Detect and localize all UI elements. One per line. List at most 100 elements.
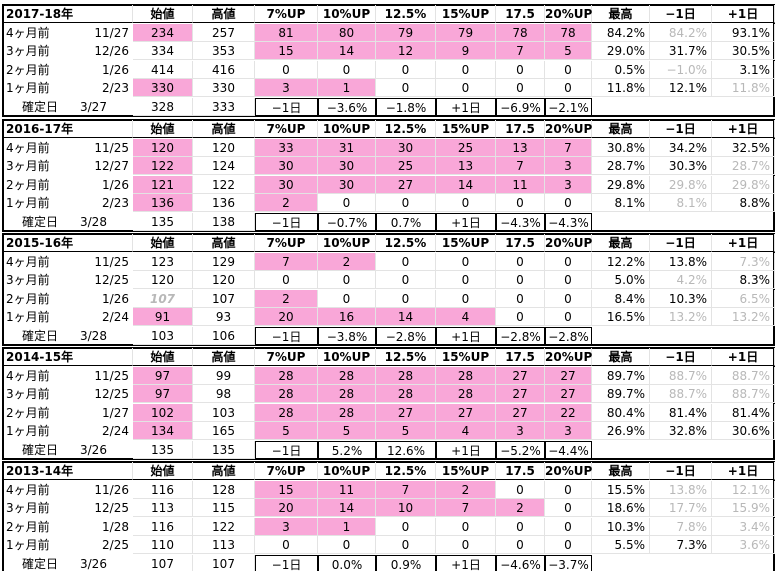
cell: 123 bbox=[133, 252, 193, 271]
cell: 330 bbox=[193, 79, 255, 97]
cell: 5 bbox=[318, 422, 376, 440]
cell: 84.2% bbox=[650, 23, 712, 42]
block-title: 2016-17年 bbox=[4, 120, 133, 138]
cell: 103 bbox=[193, 403, 255, 422]
row-date: 1/27 bbox=[102, 405, 129, 420]
cell: 15 bbox=[255, 42, 318, 60]
cell: 29.8% bbox=[712, 175, 775, 194]
column-header: 高値 bbox=[193, 462, 255, 480]
cell: 120 bbox=[133, 271, 193, 289]
cell: 333 bbox=[193, 97, 255, 116]
column-header: −1日 bbox=[650, 5, 712, 23]
cell: 30 bbox=[255, 175, 318, 194]
cell: 102 bbox=[133, 403, 193, 422]
cell: 0 bbox=[496, 289, 545, 308]
column-header: 10%UP bbox=[318, 462, 376, 480]
column-header: −1日 bbox=[650, 462, 712, 480]
cell: 27 bbox=[496, 385, 545, 403]
cell: 0 bbox=[376, 79, 436, 97]
cell: 8.4% bbox=[592, 289, 650, 308]
cell: 3 bbox=[496, 422, 545, 440]
cell: 0 bbox=[545, 289, 592, 308]
cell: 0 bbox=[496, 271, 545, 289]
column-header: +1日 bbox=[712, 234, 775, 252]
cell: 0 bbox=[436, 252, 496, 271]
row-label: 3ヶ月前 bbox=[6, 159, 50, 173]
cell: 5 bbox=[255, 422, 318, 440]
column-header: 高値 bbox=[193, 120, 255, 138]
cell: 0 bbox=[376, 517, 436, 536]
cell: 328 bbox=[133, 97, 193, 116]
cell: −6.9% bbox=[496, 97, 545, 116]
row-date: 2/25 bbox=[102, 538, 129, 552]
row-label: 確定日 bbox=[22, 99, 59, 114]
row-label: 1ヶ月前 bbox=[6, 424, 50, 438]
cell: −0.7% bbox=[318, 212, 376, 231]
cell: 80 bbox=[318, 23, 376, 42]
cell: 4 bbox=[436, 422, 496, 440]
cell: 17.7% bbox=[650, 499, 712, 517]
cell: 257 bbox=[193, 23, 255, 42]
cell: 0 bbox=[545, 79, 592, 97]
cell: −1日 bbox=[255, 440, 318, 459]
cell: 4 bbox=[436, 308, 496, 326]
row-label: 2ヶ月前 bbox=[6, 405, 50, 420]
cell: 0 bbox=[545, 308, 592, 326]
cell: 89.7% bbox=[592, 366, 650, 385]
row-label: 1ヶ月前 bbox=[6, 81, 50, 95]
row-label: 3ヶ月前 bbox=[6, 501, 50, 515]
column-header: 20%UP bbox=[545, 5, 593, 23]
cell: 30.5% bbox=[712, 42, 775, 60]
row-label: 3ヶ月前 bbox=[6, 44, 50, 58]
cell: 0.7% bbox=[376, 212, 436, 231]
cell: 0 bbox=[545, 60, 592, 79]
column-header: 20%UP bbox=[545, 234, 593, 252]
cell: 27 bbox=[496, 403, 545, 422]
cell: 116 bbox=[133, 480, 193, 499]
column-header: 15%UP bbox=[436, 234, 496, 252]
cell: 113 bbox=[193, 536, 255, 554]
row-date: 12/25 bbox=[94, 501, 129, 515]
cell: 3 bbox=[255, 517, 318, 536]
cell: 128 bbox=[193, 480, 255, 499]
cell: 0 bbox=[545, 271, 592, 289]
cell: 3 bbox=[545, 175, 592, 194]
row-label: 2ヶ月前 bbox=[6, 177, 50, 192]
cell: 28 bbox=[255, 366, 318, 385]
cell: 0 bbox=[376, 194, 436, 212]
cell: 0 bbox=[436, 289, 496, 308]
cell: 93.1% bbox=[712, 23, 775, 42]
column-header: 始値 bbox=[133, 348, 193, 366]
cell: 0 bbox=[545, 480, 592, 499]
column-header: 15%UP bbox=[436, 120, 496, 138]
cell: 107 bbox=[193, 554, 255, 571]
row-date: 3/26 bbox=[80, 556, 107, 571]
cell: 5.0% bbox=[592, 271, 650, 289]
cell: 31.7% bbox=[650, 42, 712, 60]
cell: 103 bbox=[133, 326, 193, 345]
cell: 78 bbox=[545, 23, 592, 42]
cell: 113 bbox=[133, 499, 193, 517]
cell: 414 bbox=[133, 60, 193, 79]
cell: 0 bbox=[496, 308, 545, 326]
cell: 107 bbox=[133, 289, 193, 308]
cell: 0 bbox=[436, 60, 496, 79]
cell: 93 bbox=[193, 308, 255, 326]
cell: 88.7% bbox=[650, 366, 712, 385]
cell: 0 bbox=[436, 194, 496, 212]
cell: −3.8% bbox=[318, 326, 376, 345]
column-header: 17.5 bbox=[496, 234, 545, 252]
row-date: 2/23 bbox=[102, 81, 129, 95]
cell: 30 bbox=[255, 157, 318, 175]
cell: 330 bbox=[133, 79, 193, 97]
cell: 27 bbox=[436, 403, 496, 422]
cell: 0 bbox=[496, 480, 545, 499]
cell: 120 bbox=[193, 138, 255, 157]
cell: 0 bbox=[436, 536, 496, 554]
cell: 15.9% bbox=[712, 499, 775, 517]
column-header: 最高 bbox=[592, 462, 650, 480]
column-header: 最高 bbox=[592, 120, 650, 138]
row-date: 1/28 bbox=[102, 519, 129, 534]
cell: 29.8% bbox=[592, 175, 650, 194]
column-header: +1日 bbox=[712, 120, 775, 138]
